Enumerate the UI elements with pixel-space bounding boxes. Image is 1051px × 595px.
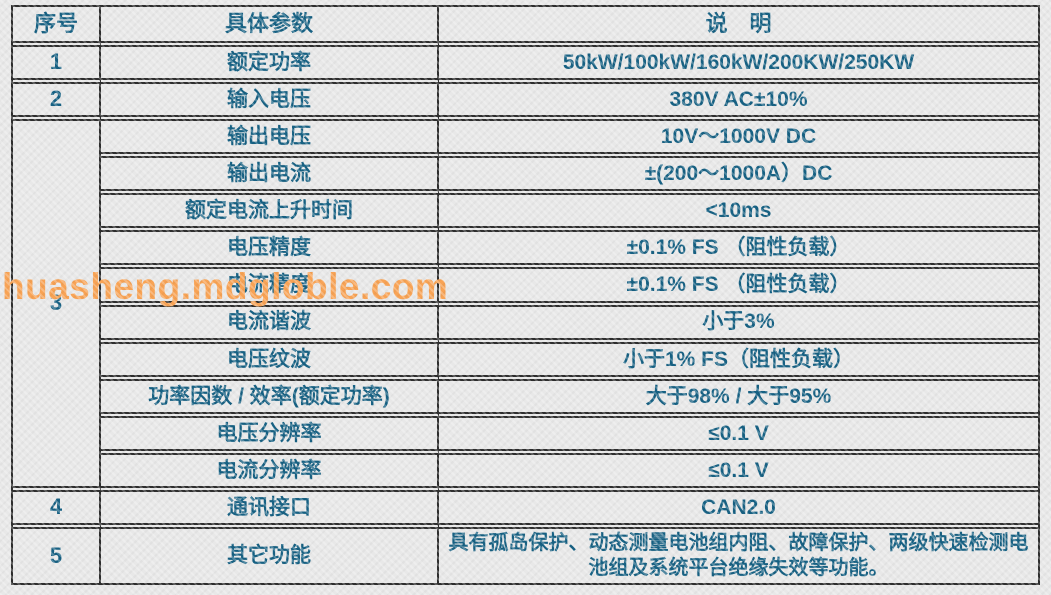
row-param: 额定电流上升时间	[101, 195, 439, 233]
row-desc: 380V AC±10%	[439, 84, 1038, 122]
table-row: 电压精度 ±0.1% FS （阻性负载）	[13, 232, 1038, 270]
row-param: 输入电压	[101, 84, 439, 122]
row-no-merged: 3	[13, 121, 101, 492]
row-param: 电压纹波	[101, 343, 439, 381]
row-no: 5	[13, 528, 101, 583]
row-param: 电压精度	[101, 232, 439, 270]
table-row: 电流精度 ±0.1% FS （阻性负载）	[13, 269, 1038, 307]
table-row: 电压分辨率 ≤0.1 V	[13, 417, 1038, 455]
row-desc: 小于1% FS（阻性负载）	[439, 344, 1038, 381]
row-param: 输出电压	[101, 121, 439, 159]
col-header-no: 序号	[13, 7, 101, 48]
table-row: 额定电流上升时间 <10ms	[13, 195, 1038, 233]
row-desc: ±(200～1000A）DC	[439, 158, 1038, 196]
table-row: 2 输入电压 380V AC±10%	[13, 84, 1038, 122]
table-row: 5 其它功能 具有孤岛保护、动态测量电池组内阻、故障保护、两级快速检测电池组及系…	[13, 528, 1038, 583]
row-desc: ±0.1% FS （阻性负载）	[439, 232, 1038, 270]
row-desc: 50kW/100kW/160kW/200KW/250KW	[439, 47, 1038, 85]
row-no: 1	[13, 47, 101, 85]
row-desc: <10ms	[439, 195, 1038, 233]
row-no: 4	[13, 491, 101, 529]
row-param: 通讯接口	[101, 491, 439, 529]
row-desc: CAN2.0	[439, 492, 1038, 529]
table-row: 功率因数 / 效率(额定功率) 大于98% / 大于95%	[13, 380, 1038, 418]
table-header-row: 序号 具体参数 说 明	[13, 7, 1038, 48]
col-header-desc: 说 明	[439, 7, 1038, 48]
row-desc: 具有孤岛保护、动态测量电池组内阻、故障保护、两级快速检测电池组及系统平台绝缘失效…	[448, 531, 1029, 579]
col-header-param: 具体参数	[101, 7, 439, 48]
row-desc: 10V～1000V DC	[439, 121, 1038, 159]
row-param: 其它功能	[101, 528, 439, 583]
spec-table: 序号 具体参数 说 明 1 额定功率 50kW/100kW/160kW/200K…	[11, 5, 1040, 585]
table-row: 电流分辨率 ≤0.1 V	[13, 454, 1038, 492]
row-desc: ≤0.1 V	[439, 455, 1038, 492]
row-param: 电流分辨率	[101, 454, 439, 492]
row-desc: 小于3%	[439, 307, 1038, 344]
table-row: 输出电流 ±(200～1000A）DC	[13, 158, 1038, 196]
table-row: 电流谐波 小于3%	[13, 306, 1038, 344]
row-param: 电压分辨率	[101, 417, 439, 455]
row-param: 功率因数 / 效率(额定功率)	[101, 380, 439, 418]
table-row: 1 额定功率 50kW/100kW/160kW/200KW/250KW	[13, 47, 1038, 85]
row-desc: ±0.1% FS （阻性负载）	[439, 269, 1038, 307]
row-param: 输出电流	[101, 158, 439, 196]
table-row: 3 输出电压 10V～1000V DC	[13, 121, 1038, 492]
table-row: 4 通讯接口 CAN2.0	[13, 491, 1038, 529]
row-desc: ≤0.1 V	[439, 418, 1038, 455]
row-param: 电流谐波	[101, 306, 439, 344]
row-param: 额定功率	[101, 47, 439, 85]
row-param: 电流精度	[101, 269, 439, 307]
row-desc: 大于98% / 大于95%	[439, 381, 1038, 418]
row-no: 2	[13, 84, 101, 122]
table-row: 电压纹波 小于1% FS（阻性负载）	[13, 343, 1038, 381]
